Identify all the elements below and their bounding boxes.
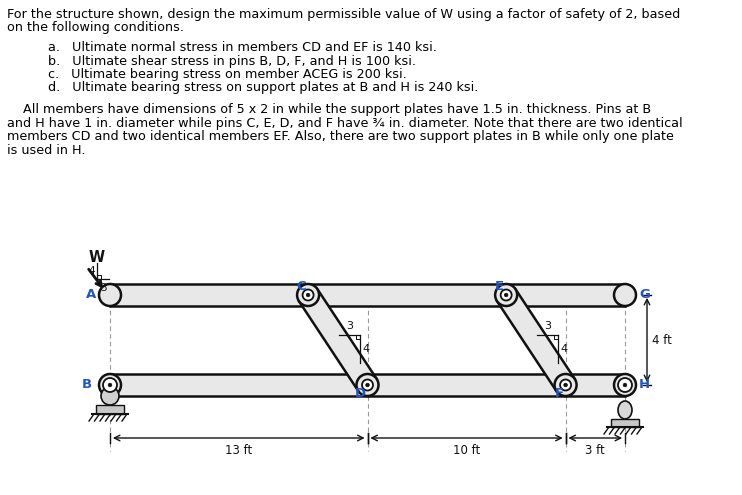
Text: F: F (554, 387, 564, 400)
Text: 4: 4 (363, 344, 370, 354)
Circle shape (356, 374, 378, 396)
Bar (299, 289, 377, 391)
Text: 4: 4 (561, 344, 568, 354)
Bar (96, 405, 124, 414)
Text: 3 ft: 3 ft (585, 444, 605, 457)
Bar (611, 419, 639, 427)
Text: G: G (639, 289, 650, 301)
Circle shape (99, 374, 121, 396)
Text: 3: 3 (346, 321, 352, 331)
Text: C: C (297, 280, 306, 293)
Text: 4 ft: 4 ft (652, 334, 672, 346)
Bar (110, 284, 625, 306)
Circle shape (495, 284, 517, 306)
Text: members CD and two identical members EF. Also, there are two support plates in B: members CD and two identical members EF.… (7, 130, 674, 143)
Text: W: W (89, 250, 105, 265)
Bar (497, 289, 575, 391)
Text: 3: 3 (544, 321, 551, 331)
Text: 13 ft: 13 ft (225, 444, 252, 457)
Text: H: H (639, 379, 650, 392)
Text: B: B (82, 379, 92, 392)
Text: b.   Ultimate shear stress in pins B, D, F, and H is 100 ksi.: b. Ultimate shear stress in pins B, D, F… (48, 54, 416, 67)
Text: 3: 3 (99, 283, 106, 293)
Text: 4: 4 (88, 266, 95, 276)
Circle shape (505, 293, 508, 297)
Circle shape (554, 374, 577, 396)
Text: on the following conditions.: on the following conditions. (7, 21, 184, 35)
Text: D: D (355, 387, 366, 400)
Bar (110, 374, 625, 396)
Ellipse shape (618, 401, 632, 419)
Text: a.   Ultimate normal stress in members CD and EF is 140 ksi.: a. Ultimate normal stress in members CD … (48, 41, 437, 54)
Text: d.   Ultimate bearing stress on support plates at B and H is 240 ksi.: d. Ultimate bearing stress on support pl… (48, 82, 479, 95)
Circle shape (103, 378, 117, 392)
Circle shape (99, 284, 121, 306)
Circle shape (618, 378, 632, 392)
Text: E: E (495, 280, 504, 293)
Circle shape (101, 387, 119, 405)
Circle shape (623, 383, 627, 387)
Text: c.   Ultimate bearing stress on member ACEG is 200 ksi.: c. Ultimate bearing stress on member ACE… (48, 68, 407, 81)
Text: and H have 1 in. diameter while pins C, E, D, and F have ¾ in. diameter. Note th: and H have 1 in. diameter while pins C, … (7, 116, 683, 130)
Circle shape (108, 383, 112, 387)
Text: is used in H.: is used in H. (7, 144, 85, 156)
Circle shape (362, 380, 373, 391)
Circle shape (366, 383, 370, 387)
Circle shape (303, 290, 314, 300)
Circle shape (614, 284, 636, 306)
Circle shape (297, 284, 319, 306)
Text: 10 ft: 10 ft (453, 444, 480, 457)
Text: A: A (86, 289, 96, 301)
Circle shape (501, 290, 512, 300)
Circle shape (614, 374, 636, 396)
Text: All members have dimensions of 5 x 2 in while the support plates have 1.5 in. th: All members have dimensions of 5 x 2 in … (7, 103, 651, 116)
Circle shape (564, 383, 568, 387)
Text: For the structure shown, design the maximum permissible value of W using a facto: For the structure shown, design the maxi… (7, 8, 680, 21)
Circle shape (306, 293, 310, 297)
Circle shape (560, 380, 571, 391)
